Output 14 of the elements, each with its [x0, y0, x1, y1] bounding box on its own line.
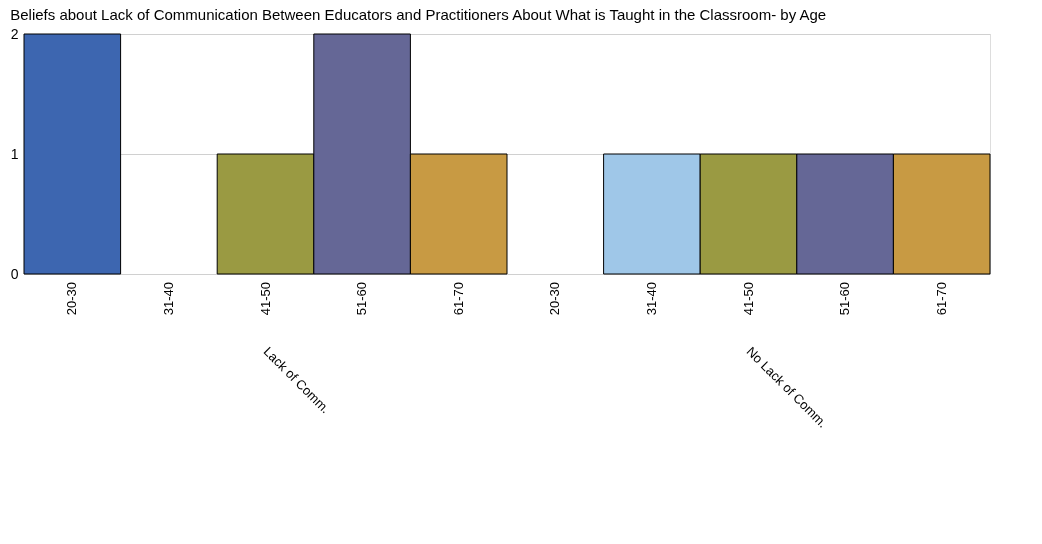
chart-title: Beliefs about Lack of Communication Between Educators and Practitioners About What is Taught in the Classroom- by Age [10, 6, 827, 23]
text: 41-50 [257, 282, 273, 316]
text: 20-30 [64, 282, 80, 316]
text: 61-70 [450, 282, 466, 316]
text: 41-50 [740, 282, 756, 316]
text: 31-40 [160, 282, 176, 316]
text: 31-40 [643, 282, 659, 316]
y-tick-label: 0 [10, 265, 19, 282]
text: 51-60 [354, 282, 370, 316]
text: 61-70 [933, 282, 949, 316]
text: 51-60 [837, 282, 853, 316]
text: 20-30 [547, 282, 563, 316]
y-tick-label: 1 [10, 145, 19, 162]
y-tick-label: 2 [10, 25, 19, 42]
